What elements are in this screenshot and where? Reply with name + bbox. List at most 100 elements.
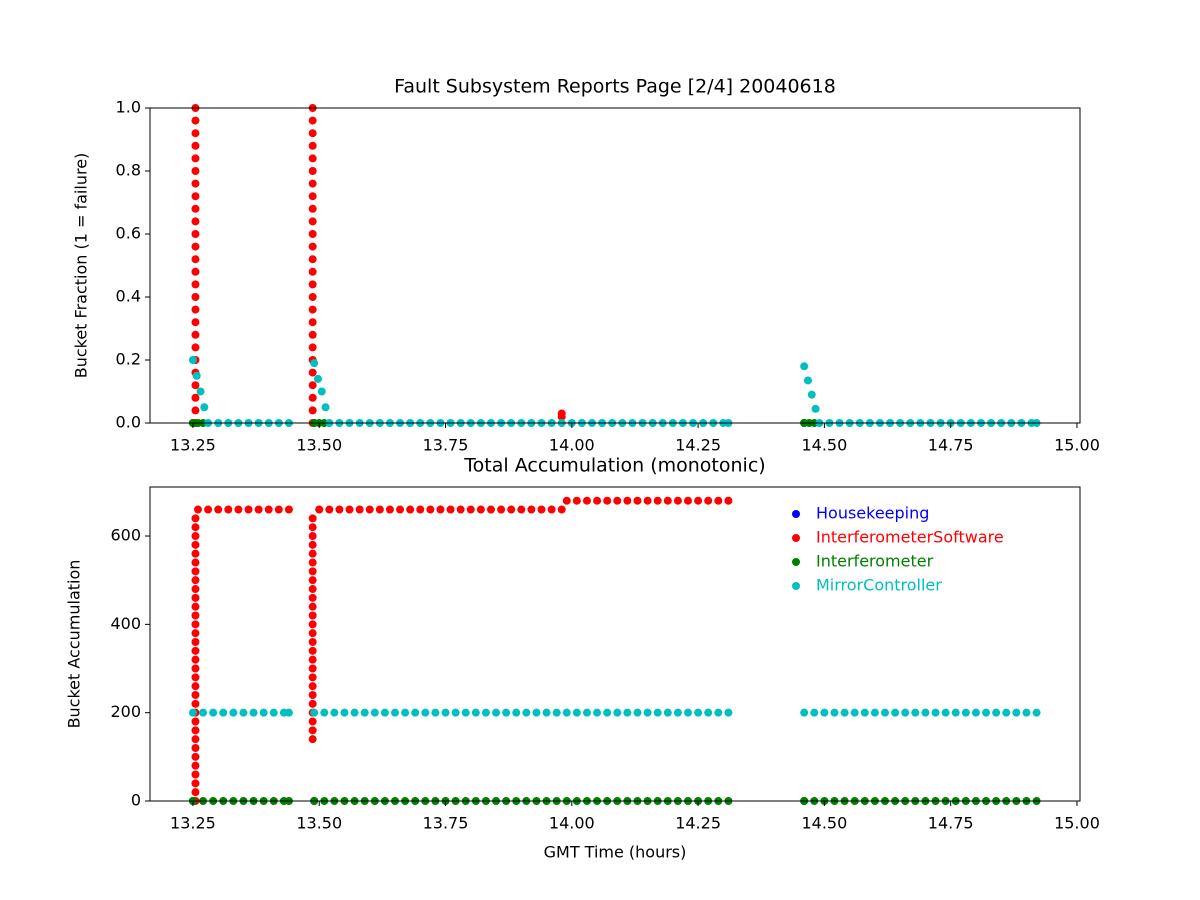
data-point: [335, 505, 344, 514]
data-point: [191, 318, 200, 327]
data-point: [643, 496, 652, 505]
data-point: [820, 708, 829, 717]
x-axis-label: GMT Time (hours): [544, 843, 687, 862]
data-point: [694, 708, 703, 717]
data-point: [441, 708, 450, 717]
data-point: [191, 779, 200, 788]
data-point: [191, 217, 200, 226]
data-point: [552, 708, 561, 717]
legend-label: Housekeeping: [816, 504, 929, 523]
data-point: [191, 141, 200, 150]
data-point: [456, 505, 465, 514]
data-point: [411, 708, 420, 717]
data-point: [191, 532, 200, 541]
data-point: [308, 217, 317, 226]
data-point: [200, 403, 209, 412]
y-tick-label: 200: [110, 702, 141, 721]
data-point: [694, 496, 703, 505]
data-point: [308, 255, 317, 264]
data-point: [542, 708, 551, 717]
data-point: [308, 141, 317, 150]
data-point: [308, 192, 317, 201]
data-point: [191, 611, 200, 620]
data-point: [191, 788, 200, 797]
data-point: [380, 708, 389, 717]
data-point: [603, 496, 612, 505]
data-point: [557, 409, 566, 418]
data-point: [313, 374, 322, 383]
data-point: [951, 708, 960, 717]
data-point: [673, 496, 682, 505]
data-point: [284, 708, 293, 717]
data-point: [466, 505, 475, 514]
data-point: [385, 505, 394, 514]
data-point: [860, 708, 869, 717]
data-point: [191, 699, 200, 708]
data-point: [547, 505, 556, 514]
data-point: [308, 638, 317, 647]
data-point: [355, 505, 364, 514]
data-point: [308, 242, 317, 251]
data-point: [396, 505, 405, 514]
data-point: [191, 230, 200, 238]
data-point: [308, 611, 317, 620]
data-point: [497, 505, 506, 514]
data-point: [308, 293, 317, 301]
data-point: [191, 691, 200, 700]
data-point: [308, 393, 317, 402]
data-point: [224, 505, 233, 514]
data-point: [941, 708, 950, 717]
data-point: [421, 708, 430, 717]
data-point: [502, 708, 511, 717]
data-point: [476, 505, 485, 514]
data-point: [982, 708, 991, 717]
data-point: [308, 167, 317, 175]
data-point: [308, 116, 317, 125]
data-point: [704, 708, 713, 717]
y-tick-label: 0.8: [116, 161, 141, 180]
data-point: [481, 708, 490, 717]
data-point: [811, 404, 820, 413]
data-point: [461, 708, 470, 717]
data-point: [406, 505, 415, 514]
data-point: [653, 708, 662, 717]
data-point: [308, 673, 317, 682]
data-point: [492, 708, 501, 717]
x-tick-label: 14.25: [675, 814, 721, 833]
data-point: [673, 708, 682, 717]
legend-label: MirrorController: [816, 576, 942, 595]
axes-frame: [149, 486, 1081, 802]
data-point: [807, 390, 816, 399]
data-point: [193, 505, 202, 514]
data-point: [582, 496, 591, 505]
data-point: [370, 708, 379, 717]
y-tick-label: 1.0: [116, 98, 141, 117]
data-point: [191, 549, 200, 558]
data-point: [308, 280, 317, 289]
x-tick-label: 13.25: [170, 814, 216, 833]
data-point: [971, 708, 980, 717]
data-point: [391, 708, 400, 717]
data-point: [308, 646, 317, 655]
data-point: [191, 267, 200, 276]
x-tick-label: 13.50: [296, 436, 342, 455]
data-point: [340, 708, 349, 717]
data-point: [840, 708, 849, 717]
data-point: [308, 154, 317, 163]
data-point: [613, 708, 622, 717]
y-tick-label: 0.2: [116, 350, 141, 369]
data-point: [623, 496, 632, 505]
axes-frame: [149, 107, 1081, 424]
data-point: [633, 496, 642, 505]
data-point: [308, 735, 317, 744]
data-point: [486, 505, 495, 514]
data-point: [451, 708, 460, 717]
data-point: [191, 585, 200, 594]
data-point: [191, 558, 200, 567]
data-point: [191, 179, 200, 188]
data-point: [330, 708, 339, 717]
data-point: [308, 204, 317, 213]
x-tick-label: 13.75: [423, 814, 469, 833]
legend-marker: [792, 534, 800, 542]
